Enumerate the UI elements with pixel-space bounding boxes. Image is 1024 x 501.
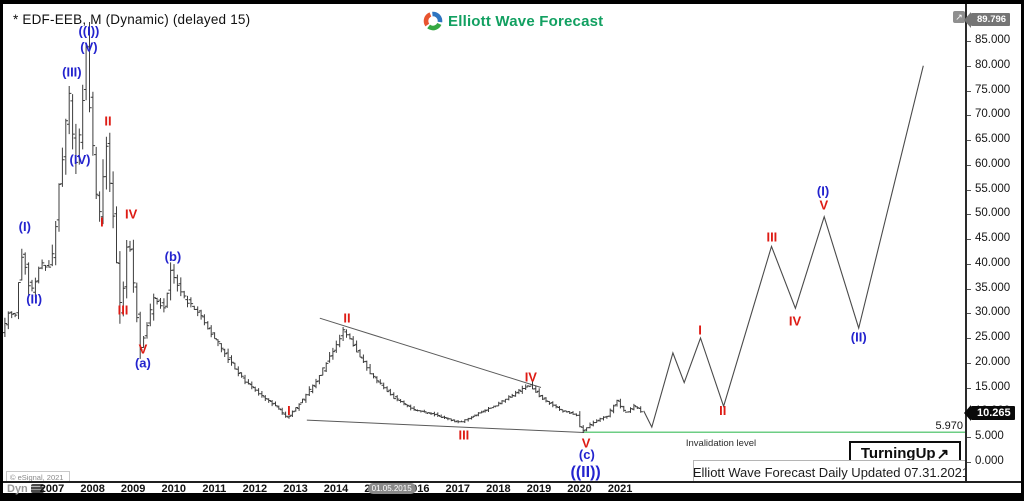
wave-label: V [819,197,828,212]
wave-label: (III) [62,65,82,80]
price-tick [967,263,971,265]
price-tick-label: 40.000 [975,256,1011,269]
wave-label: (II) [851,329,867,344]
wave-label: I [698,323,702,338]
year-label: 2010 [161,483,186,495]
price-tick [967,461,971,463]
wave-label: V [582,435,591,450]
wave-label: (I) [19,219,31,234]
wave-label: II [719,403,726,418]
projected-wave-path [643,65,924,429]
price-tick-label: 5.000 [975,430,1004,442]
wave-label: IV [125,207,138,222]
date-marker-badge: 01.05.2015 [367,483,416,494]
wave-label: (a) [135,356,151,371]
chart-plot-area[interactable]: Invalidation level 5.970 (I) (II) (III) (IV) (… [3,4,969,485]
price-tick-label: 45.000 [975,232,1011,244]
wave-label: III [766,229,777,244]
price-tick-label: 15.000 [975,380,1011,393]
brand-logo-text: Elliott Wave Forecast [448,12,604,30]
invalidation-level-caption: Invalidation level [686,438,756,449]
wave-label: (V) [80,39,97,54]
dynamic-mode-label: Dyn [7,483,28,495]
wave-label: (I) [817,183,829,198]
price-tick-label: 55.000 [975,182,1011,195]
price-tick [967,437,971,438]
popout-icon[interactable]: ↗ [953,11,965,23]
price-tick [967,313,971,315]
price-tick-label: 0.000 [975,454,1004,467]
year-label: 2021 [607,483,633,495]
price-scale[interactable]: 85.000 80.000 75.000 70.000 65.000 60.000 55.0… [964,4,1021,481]
wave-label: II [343,311,350,326]
year-label: 2019 [526,483,552,495]
wave-label: ((II)) [571,464,601,481]
price-tick-label: 80.000 [975,58,1011,71]
price-tick-label: 75.000 [975,83,1011,96]
price-tick-label: 85.000 [975,34,1011,46]
price-tick-label: 25.000 [975,331,1011,343]
price-tick [967,41,971,42]
price-tick [967,115,971,117]
year-label: 2011 [202,483,227,495]
price-tick-label: 50.000 [975,207,1011,220]
wave-label: (II) [26,291,42,306]
price-tick [967,387,971,389]
trendline [319,317,542,388]
price-tick [967,189,971,191]
trendline [306,419,585,434]
symbol-title: * EDF-EEB, M (Dynamic) (delayed 15) [13,12,251,27]
brand-logo: Elliott Wave Forecast [423,11,603,31]
year-label: 2014 [323,483,349,495]
wave-label: I [287,403,291,418]
price-tick-label: 30.000 [975,306,1011,319]
price-tick [967,239,971,240]
wave-label: I [100,215,104,230]
price-tick [967,90,971,92]
price-tick [967,164,971,166]
price-chart-canvas[interactable]: Invalidation level 5.970 (I) (II) (III) (IV) (… [3,4,965,481]
turning-up-label: TurningUp [860,445,936,462]
brand-logo-icon [423,11,443,31]
up-right-arrow-icon: ↗ [936,445,950,463]
wave-label: III [458,427,469,442]
wave-label: V [139,341,148,356]
wave-label: II [104,114,111,129]
wave-label: (b) [165,249,182,264]
last-price-marker: 10.265 [964,403,1015,421]
dynamic-mode-icon [31,484,44,493]
price-tick [967,65,971,67]
price-tick [967,362,971,364]
price-tick-label: 70.000 [975,108,1011,121]
price-tick [967,140,971,141]
wave-label: (IV) [70,152,91,167]
wave-label: IV [525,370,538,385]
price-tick [967,338,971,339]
year-label: 2012 [242,483,268,495]
wave-label: III [118,303,129,318]
invalidation-price-label: 5.970 [935,420,963,432]
price-tick [967,288,971,290]
price-tick-label: 60.000 [975,157,1011,170]
time-scale[interactable]: Dyn 200720082009201020112012201320142015… [3,481,1021,495]
year-label: 2013 [283,483,308,495]
wave-label: ((I)) [78,24,99,39]
price-tick-label: 35.000 [975,281,1011,294]
scale-high-marker: 89.796 [964,9,1011,28]
wave-label: IV [789,314,802,329]
year-label: 2007 [39,483,65,495]
wave-label: (c) [579,447,595,462]
price-bars [3,22,643,433]
year-label: 2017 [445,483,471,495]
year-label: 2009 [120,483,146,495]
price-tick-label: 65.000 [975,133,1011,145]
price-tick-label: 20.000 [975,355,1011,368]
year-label: 2008 [80,483,105,495]
year-label: 2018 [486,483,511,495]
year-label: 2020 [567,483,592,495]
price-tick [967,214,971,216]
